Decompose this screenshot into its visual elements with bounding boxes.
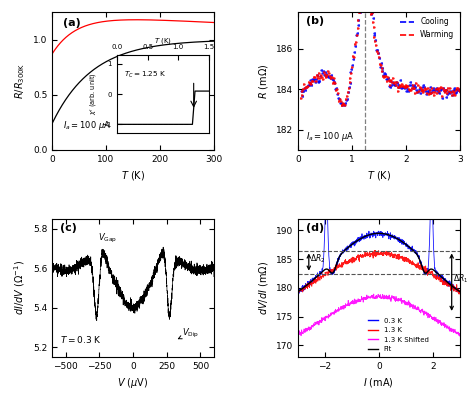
Warming — [298, 95, 303, 100]
Cooling — [457, 89, 463, 94]
Text: $V_{\rm Dip}$: $V_{\rm Dip}$ — [178, 326, 199, 340]
Line: Cooling: Cooling — [300, 0, 461, 106]
Text: $I_a = 100\ \mu$A: $I_a = 100\ \mu$A — [64, 119, 112, 132]
X-axis label: $I$ (mA): $I$ (mA) — [364, 376, 394, 389]
Cooling — [454, 89, 459, 94]
Text: (b): (b) — [306, 16, 324, 26]
Cooling — [317, 79, 322, 84]
Text: $\Delta R_1$: $\Delta R_1$ — [453, 273, 468, 285]
Cooling — [301, 88, 306, 93]
Warming — [454, 87, 459, 92]
Y-axis label: $dI/dV$ ($\Omega^{-1}$): $dI/dV$ ($\Omega^{-1}$) — [12, 260, 27, 316]
Line: Warming: Warming — [300, 0, 461, 106]
Legend: Cooling, Warming: Cooling, Warming — [399, 16, 456, 41]
Cooling — [441, 89, 447, 94]
Cooling — [339, 103, 345, 107]
Text: $I_a = 100\ \mu$A: $I_a = 100\ \mu$A — [306, 130, 355, 143]
Warming — [317, 71, 322, 75]
Warming — [331, 75, 337, 80]
Cooling — [331, 81, 337, 86]
Y-axis label: $R$ (m$\Omega$): $R$ (m$\Omega$) — [257, 63, 270, 99]
Text: $\Delta R_2$: $\Delta R_2$ — [310, 253, 326, 265]
Text: $V_{\rm Gap}$: $V_{\rm Gap}$ — [98, 232, 117, 257]
Y-axis label: $R/R_{\rm 300K}$: $R/R_{\rm 300K}$ — [14, 63, 27, 99]
Warming — [457, 89, 463, 93]
Warming — [301, 86, 306, 91]
X-axis label: $V$ ($\mu$V): $V$ ($\mu$V) — [118, 376, 149, 390]
Warming — [340, 103, 346, 107]
Text: (c): (c) — [60, 223, 77, 233]
Text: (d): (d) — [306, 223, 324, 233]
Warming — [441, 87, 447, 92]
Legend: 0.3 K, 1.3 K, 1.3 K Shifted, Fit: 0.3 K, 1.3 K, 1.3 K Shifted, Fit — [366, 316, 430, 353]
Text: $T = 0.3$ K: $T = 0.3$ K — [60, 334, 102, 345]
Cooling — [359, 0, 365, 2]
Text: (a): (a) — [64, 18, 81, 28]
Cooling — [298, 89, 303, 94]
Y-axis label: $dV/dI$ (m$\Omega$): $dV/dI$ (m$\Omega$) — [257, 261, 270, 315]
X-axis label: $T$ (K): $T$ (K) — [367, 169, 391, 182]
X-axis label: $T$ (K): $T$ (K) — [121, 169, 145, 182]
